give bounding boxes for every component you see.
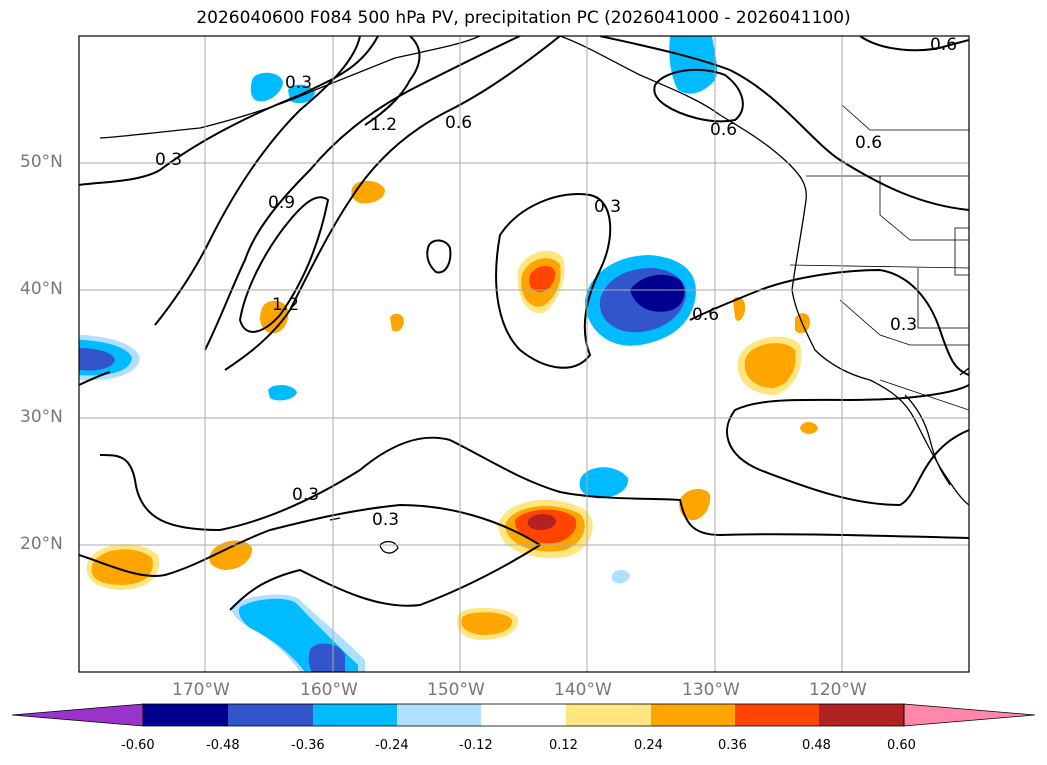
contour-label: 0.6 (710, 120, 737, 140)
colorbar-extend-min (11, 703, 144, 727)
colorbar-tick-label: 0.36 (718, 738, 747, 753)
contour-label: 0.6 (692, 305, 719, 325)
contour-label: 0.6 (930, 35, 957, 55)
political-borders (789, 36, 969, 411)
contour-label: 0.6 (445, 113, 472, 133)
lat-label: 50°N (20, 152, 63, 172)
lat-label: 20°N (20, 534, 63, 554)
colorbar-tick-label: 0.24 (634, 738, 663, 753)
lon-label: 160°W (300, 680, 358, 700)
contour-label: 0.3 (285, 73, 312, 93)
lat-label: 30°N (20, 407, 63, 427)
lon-label: 120°W (809, 680, 867, 700)
colorbar-tick-label: 0.48 (802, 738, 831, 753)
contour-label: 0.3 (594, 197, 621, 217)
contour-label: 0.3 (155, 150, 182, 170)
precip-shading (79, 36, 818, 672)
lon-label: 150°W (427, 680, 485, 700)
lon-label: 130°W (682, 680, 740, 700)
contour-label: 1.2 (272, 295, 299, 315)
coastlines (99, 36, 969, 554)
contour-label: 0.9 (268, 193, 295, 213)
map-frame (78, 35, 970, 673)
colorbar-tick-label: -0.48 (206, 738, 240, 753)
contour-label: 0.3 (372, 510, 399, 530)
colorbar-tick-label: 0.12 (549, 738, 578, 753)
colorbar (11, 703, 1036, 727)
colorbar-tick-label: -0.24 (375, 738, 409, 753)
lat-label: 40°N (20, 279, 63, 299)
lon-label: 170°W (172, 680, 230, 700)
graticule (79, 36, 969, 672)
colorbar-tick-label: 0.60 (887, 738, 916, 753)
contour-label: 0.6 (855, 133, 882, 153)
contour-label: 0.3 (292, 485, 319, 505)
contour-label: 0.3 (890, 315, 917, 335)
contour-label: 1.2 (370, 115, 397, 135)
colorbar-tick-label: -0.12 (459, 738, 493, 753)
contour-label-group: 0.3 0.3 0.9 1.2 1.2 0.6 0.3 0.6 0.6 0.6 … (155, 35, 957, 530)
lon-label: 140°W (554, 680, 612, 700)
map-title: 2026040600 F084 500 hPa PV, precipitatio… (196, 8, 851, 28)
colorbar-tick-label: -0.36 (291, 738, 325, 753)
colorbar-tick-label: -0.60 (121, 738, 155, 753)
colorbar-extend-max (903, 703, 1036, 727)
